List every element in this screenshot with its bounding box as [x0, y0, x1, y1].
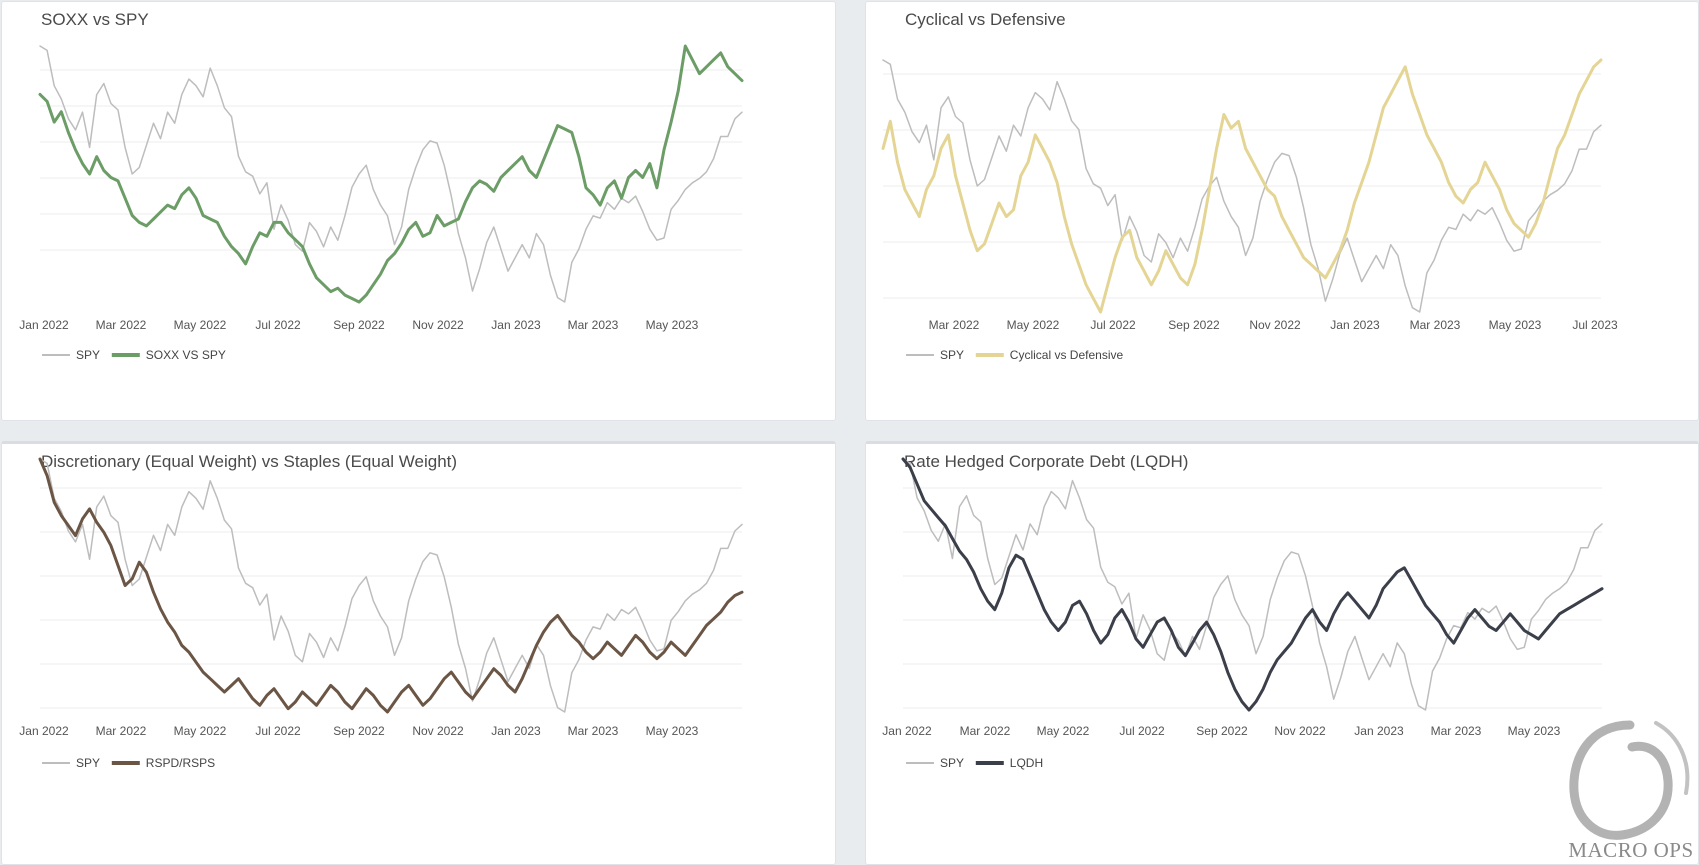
x-tick-label: May 2022	[1037, 724, 1090, 738]
x-tick-label: May 2022	[1007, 318, 1060, 332]
x-tick-label: May 2022	[174, 724, 227, 738]
x-tick-label: Nov 2022	[412, 724, 464, 738]
x-tick-label: Jan 2023	[491, 724, 541, 738]
chart-title: Rate Hedged Corporate Debt (LQDH)	[904, 452, 1189, 471]
series-line-spy[interactable]	[39, 458, 743, 713]
x-tick-label: Jan 2023	[1354, 724, 1404, 738]
x-tick-label: Jan 2022	[882, 724, 932, 738]
x-tick-label: Mar 2022	[960, 724, 1011, 738]
x-tick-label: May 2023	[646, 318, 699, 332]
x-tick-label: Sep 2022	[333, 318, 385, 332]
legend-item-label[interactable]: SPY	[76, 756, 100, 770]
series-line-spy[interactable]	[39, 45, 743, 303]
x-tick-label: Sep 2022	[333, 724, 385, 738]
x-tick-label: Jan 2022	[19, 724, 69, 738]
chart-plot[interactable]: Jan 2022 Mar 2022 May 2022 Jul 2022 Sep 2022…	[2, 2, 836, 421]
x-tick-label: May 2023	[646, 724, 699, 738]
series-line-rspd-rsps[interactable]	[38, 457, 744, 714]
series-line-spy[interactable]	[902, 458, 1603, 711]
legend-item-label[interactable]: SPY	[940, 348, 964, 362]
x-tick-label: Jul 2022	[1090, 318, 1136, 332]
x-tick-label: Mar 2022	[96, 724, 147, 738]
legend-item-label[interactable]: SOXX VS SPY	[146, 348, 226, 362]
chart-plot[interactable]: Jan 2022 Mar 2022 May 2022 Jul 2022 Sep 2022…	[866, 444, 1699, 864]
chart-panel-discretionary-vs-staples: Discretionary (Equal Weight) vs Staples …	[1, 441, 836, 865]
series-line-spy[interactable]	[882, 59, 1602, 313]
x-tick-label: Nov 2022	[412, 318, 464, 332]
x-tick-label: May 2023	[1489, 318, 1542, 332]
series-line-lqdh[interactable]	[901, 457, 1604, 712]
chart-title: Discretionary (Equal Weight) vs Staples …	[41, 452, 458, 471]
x-tick-label: Mar 2023	[568, 318, 619, 332]
watermark-text: MACRO OPS	[1568, 838, 1694, 862]
x-tick-label: Nov 2022	[1274, 724, 1326, 738]
series-line-cyclical-vs-defensive[interactable]	[881, 58, 1603, 314]
x-tick-label: Mar 2023	[1410, 318, 1461, 332]
chart-title: Cyclical vs Defensive	[905, 10, 1066, 29]
x-tick-label: Jul 2022	[255, 318, 301, 332]
x-tick-label: Jul 2022	[255, 724, 301, 738]
chart-panel-cyclical-vs-defensive: Cyclical vs Defensive Mar 2022 May 2022 Ju…	[865, 1, 1699, 421]
legend-item-label[interactable]: RSPD/RSPS	[146, 756, 215, 770]
legend-item-label[interactable]: SPY	[940, 756, 964, 770]
legend-item-label[interactable]: Cyclical vs Defensive	[1010, 348, 1124, 362]
x-tick-label: Jul 2022	[1119, 724, 1165, 738]
chart-panel-soxx-vs-spy: SOXX vs SPY Jan 2022 Mar 2022 May 2022 Jul …	[1, 1, 836, 421]
chart-title: SOXX vs SPY	[41, 10, 149, 29]
x-tick-label: Nov 2022	[1249, 318, 1301, 332]
chart-plot[interactable]: Mar 2022 May 2022 Jul 2022 Sep 2022 Nov 2022…	[866, 2, 1699, 421]
x-tick-label: Mar 2023	[568, 724, 619, 738]
x-tick-label: Sep 2022	[1168, 318, 1220, 332]
chart-panel-lqdh: Rate Hedged Corporate Debt (LQDH) Jan 20…	[865, 441, 1699, 865]
x-tick-label: May 2022	[174, 318, 227, 332]
x-tick-label: Mar 2022	[96, 318, 147, 332]
series-line-soxx-vs-spy[interactable]	[38, 44, 744, 304]
x-tick-label: May 2023	[1508, 724, 1561, 738]
legend-item-label[interactable]: SPY	[76, 348, 100, 362]
x-tick-label: Jan 2023	[491, 318, 541, 332]
legend-item-label[interactable]: LQDH	[1010, 756, 1043, 770]
x-tick-label: Sep 2022	[1196, 724, 1248, 738]
x-tick-label: Mar 2022	[929, 318, 980, 332]
x-tick-label: Jan 2023	[1330, 318, 1380, 332]
chart-plot[interactable]: Jan 2022 Mar 2022 May 2022 Jul 2022 Sep 2022…	[2, 444, 836, 864]
x-tick-label: Jan 2022	[19, 318, 69, 332]
x-tick-label: Mar 2023	[1431, 724, 1482, 738]
x-tick-label: Jul 2023	[1572, 318, 1618, 332]
